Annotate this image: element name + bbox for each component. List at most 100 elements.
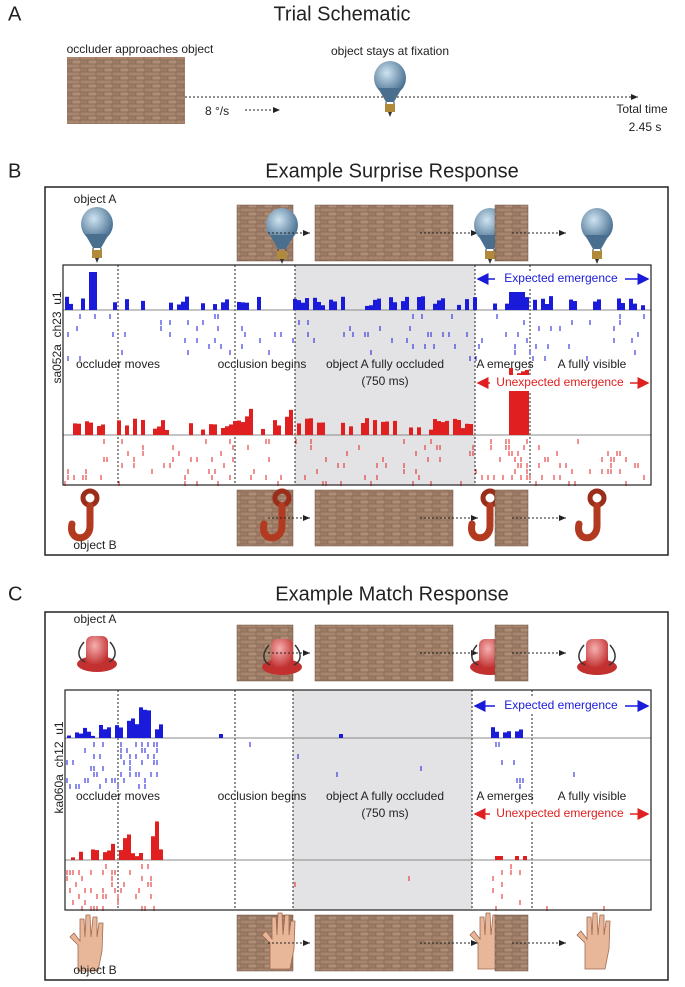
histogram-bar: [127, 834, 131, 860]
histogram-bar: [393, 420, 397, 435]
event-label: A fully visible: [558, 789, 627, 803]
histogram-bar: [237, 301, 241, 310]
histogram-bar: [549, 296, 553, 310]
histogram-bar: [429, 429, 433, 435]
histogram-bar: [597, 299, 601, 310]
histogram-bar: [385, 421, 389, 435]
histogram-bar: [297, 300, 301, 310]
histogram-bar: [89, 272, 93, 310]
histogram-bar: [103, 729, 107, 738]
histogram-bar: [249, 408, 253, 435]
histogram-bar: [509, 367, 513, 435]
histogram-bar: [95, 850, 99, 860]
event-label: occlusion begins: [218, 789, 307, 803]
histogram-bar: [437, 421, 441, 435]
histogram-bar: [237, 420, 241, 435]
histogram-bar: [309, 418, 313, 435]
histogram-bar: [515, 731, 519, 738]
hook: [468, 488, 500, 542]
hook-body: [68, 502, 94, 542]
histogram-bar: [241, 302, 245, 310]
hand-shape: [69, 914, 104, 972]
histogram-bar: [365, 418, 369, 435]
histogram-bar: [493, 303, 497, 310]
histogram-bar: [229, 424, 233, 435]
histogram-bar: [117, 420, 121, 435]
histogram-bar: [123, 838, 127, 860]
hook-body: [575, 502, 601, 542]
alarm: [577, 639, 617, 675]
histogram-bar: [91, 849, 95, 860]
event-label: A emerges: [476, 357, 533, 371]
histogram-bar: [225, 299, 229, 310]
histogram-bar: [633, 303, 637, 310]
histogram-bar: [73, 423, 77, 435]
histogram-bar: [593, 301, 597, 310]
histogram-bar: [69, 303, 73, 310]
object-a-label: object A: [74, 612, 117, 626]
balloon-neck: [378, 88, 402, 102]
object-text: object stays at fixation: [331, 44, 449, 58]
histogram-bar: [119, 727, 123, 738]
histogram-bar: [75, 732, 79, 738]
histogram-bar: [301, 302, 305, 310]
histogram-bar: [93, 272, 97, 310]
histogram-bar: [99, 724, 103, 738]
histogram-bar: [165, 429, 169, 435]
plot-frame: [64, 689, 652, 911]
histogram-bar: [545, 304, 549, 310]
histogram-bar: [515, 856, 519, 860]
histogram-bar: [277, 425, 281, 435]
histogram-bar: [321, 305, 325, 310]
histogram-bar: [131, 718, 135, 738]
balloon-basket: [277, 251, 287, 259]
hook: [575, 488, 607, 542]
histogram-bar: [153, 428, 157, 435]
balloon-burner: [488, 259, 492, 264]
histogram-bar: [209, 424, 213, 435]
histogram-bar: [517, 373, 521, 435]
histogram-bar: [85, 421, 89, 435]
histogram-bar: [261, 428, 265, 435]
histogram-bar: [525, 297, 529, 310]
histogram-bar: [499, 856, 503, 860]
balloon-envelope: [581, 208, 613, 242]
histogram-bar: [81, 298, 85, 310]
histogram-bar: [365, 305, 369, 310]
balloon-basket: [592, 251, 602, 259]
histogram-bar: [465, 423, 469, 435]
label-bg: [490, 375, 630, 391]
histogram-bar: [71, 857, 75, 860]
histogram-bar: [629, 298, 633, 310]
panel-label: A: [8, 3, 22, 25]
expected-label: Expected emergence: [504, 271, 618, 285]
histogram-bar: [437, 300, 441, 310]
event-label: occluder moves: [76, 789, 160, 803]
balloon-neck: [270, 235, 294, 249]
histogram-bar: [513, 292, 517, 310]
histogram-bar: [305, 418, 309, 435]
event-label: object A fully occluded: [326, 357, 444, 371]
histogram-bar: [523, 856, 527, 860]
histogram-bar: [151, 836, 155, 860]
histogram-bar: [517, 292, 521, 310]
histogram-bar: [417, 296, 421, 310]
histogram-bar: [245, 302, 249, 310]
panel-label: C: [8, 583, 22, 605]
histogram-bar: [143, 709, 147, 738]
histogram-bar: [441, 298, 445, 310]
histogram-bar: [107, 850, 111, 860]
balloon-neck: [585, 235, 609, 249]
histogram-bar: [285, 416, 289, 435]
histogram-bar: [441, 422, 445, 435]
histogram-bar: [495, 731, 499, 738]
histogram-bar: [115, 725, 119, 738]
histogram-bar: [461, 428, 465, 435]
histogram-bar: [97, 426, 101, 435]
histogram-bar: [185, 296, 189, 310]
event-label: (750 ms): [361, 806, 408, 820]
event-label: occluder moves: [76, 357, 160, 371]
histogram-bar: [317, 422, 321, 435]
hook-body: [468, 502, 494, 542]
histogram-bar: [91, 735, 95, 738]
